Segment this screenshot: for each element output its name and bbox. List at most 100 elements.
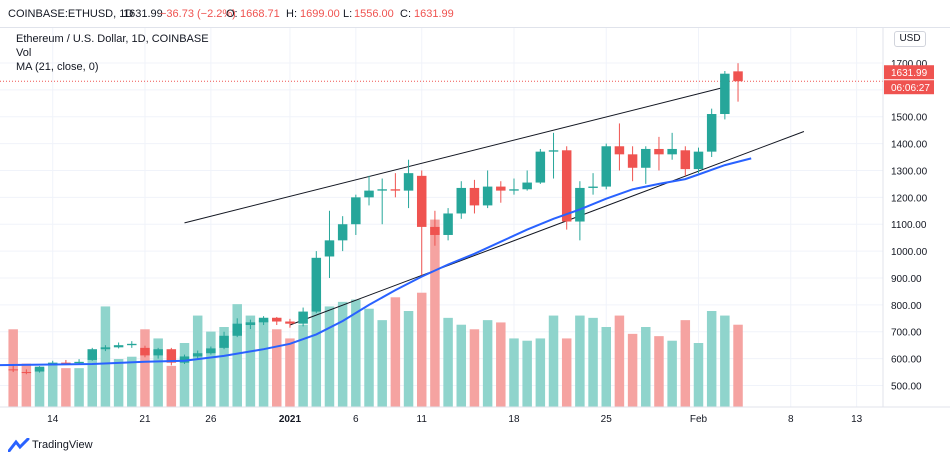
volume-bar xyxy=(627,333,638,407)
tradingview-brand[interactable]: TradingView xyxy=(32,439,93,451)
last-price-tag xyxy=(884,65,934,80)
candle-body xyxy=(733,71,743,82)
candle xyxy=(100,345,111,352)
candle xyxy=(667,132,677,160)
volume-bar xyxy=(509,338,519,407)
volume-bar xyxy=(192,315,203,407)
volume-bar xyxy=(364,308,374,407)
volume-bar xyxy=(232,304,242,407)
candle-body xyxy=(706,114,717,152)
candle xyxy=(272,316,282,326)
candle-body xyxy=(153,349,163,356)
volume-bar xyxy=(34,368,45,407)
candle xyxy=(87,347,97,361)
volume-bar xyxy=(377,320,387,407)
candle xyxy=(535,148,546,184)
close-label: C: xyxy=(400,8,411,20)
candle-body xyxy=(535,151,546,183)
candle-body xyxy=(351,197,361,225)
volume-bar xyxy=(430,219,440,407)
volume-bar xyxy=(443,317,453,407)
candle-body xyxy=(192,353,203,357)
time-tick-label: 6 xyxy=(353,414,359,425)
volume-bar xyxy=(61,368,71,407)
candle-body xyxy=(8,369,18,371)
candle xyxy=(61,359,71,364)
candle-body xyxy=(496,186,506,191)
candle-body xyxy=(337,224,348,241)
candle-body xyxy=(232,323,242,336)
candle xyxy=(482,170,493,209)
time-tick-label: 14 xyxy=(47,414,59,425)
candle xyxy=(113,342,124,349)
candle-body xyxy=(74,361,84,364)
candle xyxy=(509,178,519,195)
time-tick-label: 26 xyxy=(205,414,217,425)
candle xyxy=(575,181,585,241)
price-tick-label: 800.00 xyxy=(891,301,922,312)
volume-bar xyxy=(680,320,691,407)
high-value: 1699.00 xyxy=(300,8,340,20)
volume-bar xyxy=(601,327,611,407)
volume-bar xyxy=(166,365,177,407)
volume-bar xyxy=(272,329,282,407)
candle xyxy=(140,345,150,358)
volume-bar xyxy=(298,324,308,407)
symbol-header: COINBASE:ETHUSD, 1D 1631.99 −36.73 (−2.2… xyxy=(0,0,950,28)
currency-badge[interactable]: USD xyxy=(894,31,926,47)
candle-body xyxy=(166,349,177,363)
price-tick-label: 1500.00 xyxy=(891,113,928,124)
high-label: H: xyxy=(286,8,297,20)
candle-body xyxy=(654,148,664,155)
candle xyxy=(166,347,177,366)
volume-bar xyxy=(706,311,717,407)
time-tick-label: 18 xyxy=(508,414,520,425)
candle xyxy=(153,347,163,359)
candle xyxy=(258,316,269,326)
candle xyxy=(561,146,572,230)
candle-body xyxy=(272,317,282,322)
candle-body xyxy=(61,362,71,364)
volume-bar xyxy=(614,315,625,407)
candle-body xyxy=(416,175,427,227)
symbol-name[interactable]: COINBASE:ETHUSD, 1D xyxy=(8,8,134,20)
trendline xyxy=(184,86,725,224)
candle xyxy=(351,194,361,235)
candle xyxy=(403,159,414,209)
price-tick-label: 600.00 xyxy=(891,355,922,366)
time-tick-label: 25 xyxy=(601,414,613,425)
candle-body xyxy=(100,347,111,350)
series-title[interactable]: Ethereum / U.S. Dollar, 1D, COINBASE xyxy=(16,33,209,45)
candle-body xyxy=(693,151,704,170)
candle-body xyxy=(377,189,387,191)
candle-body xyxy=(601,146,611,187)
candle xyxy=(285,318,295,328)
tradingview-logo-icon[interactable] xyxy=(8,438,30,452)
volume-bar xyxy=(720,315,730,407)
volume-bar xyxy=(324,306,335,407)
candle-body xyxy=(588,186,598,188)
ma-study-label[interactable]: MA (21, close, 0) xyxy=(16,61,99,73)
price-tick-label: 1100.00 xyxy=(891,220,927,231)
volume-bar xyxy=(337,301,348,407)
candle-body xyxy=(403,173,414,191)
candle xyxy=(733,63,743,102)
candle xyxy=(192,350,203,359)
moving-average-line xyxy=(0,157,752,367)
volume-study-label[interactable]: Vol xyxy=(16,47,32,59)
time-tick-label: 11 xyxy=(417,414,428,425)
time-tick-label: 21 xyxy=(139,414,151,425)
candle-body xyxy=(456,187,467,214)
price-tick-label: 1300.00 xyxy=(891,166,928,177)
candle xyxy=(245,319,256,330)
candle-body xyxy=(21,372,32,374)
volume-bar xyxy=(654,336,664,407)
candle-body xyxy=(614,146,625,155)
low-label: L: xyxy=(343,8,353,20)
volume-bar xyxy=(561,338,572,407)
candle-body xyxy=(364,190,374,198)
volume-bar xyxy=(127,356,137,407)
candle-body xyxy=(667,148,677,155)
time-tick-label: 8 xyxy=(788,414,794,425)
